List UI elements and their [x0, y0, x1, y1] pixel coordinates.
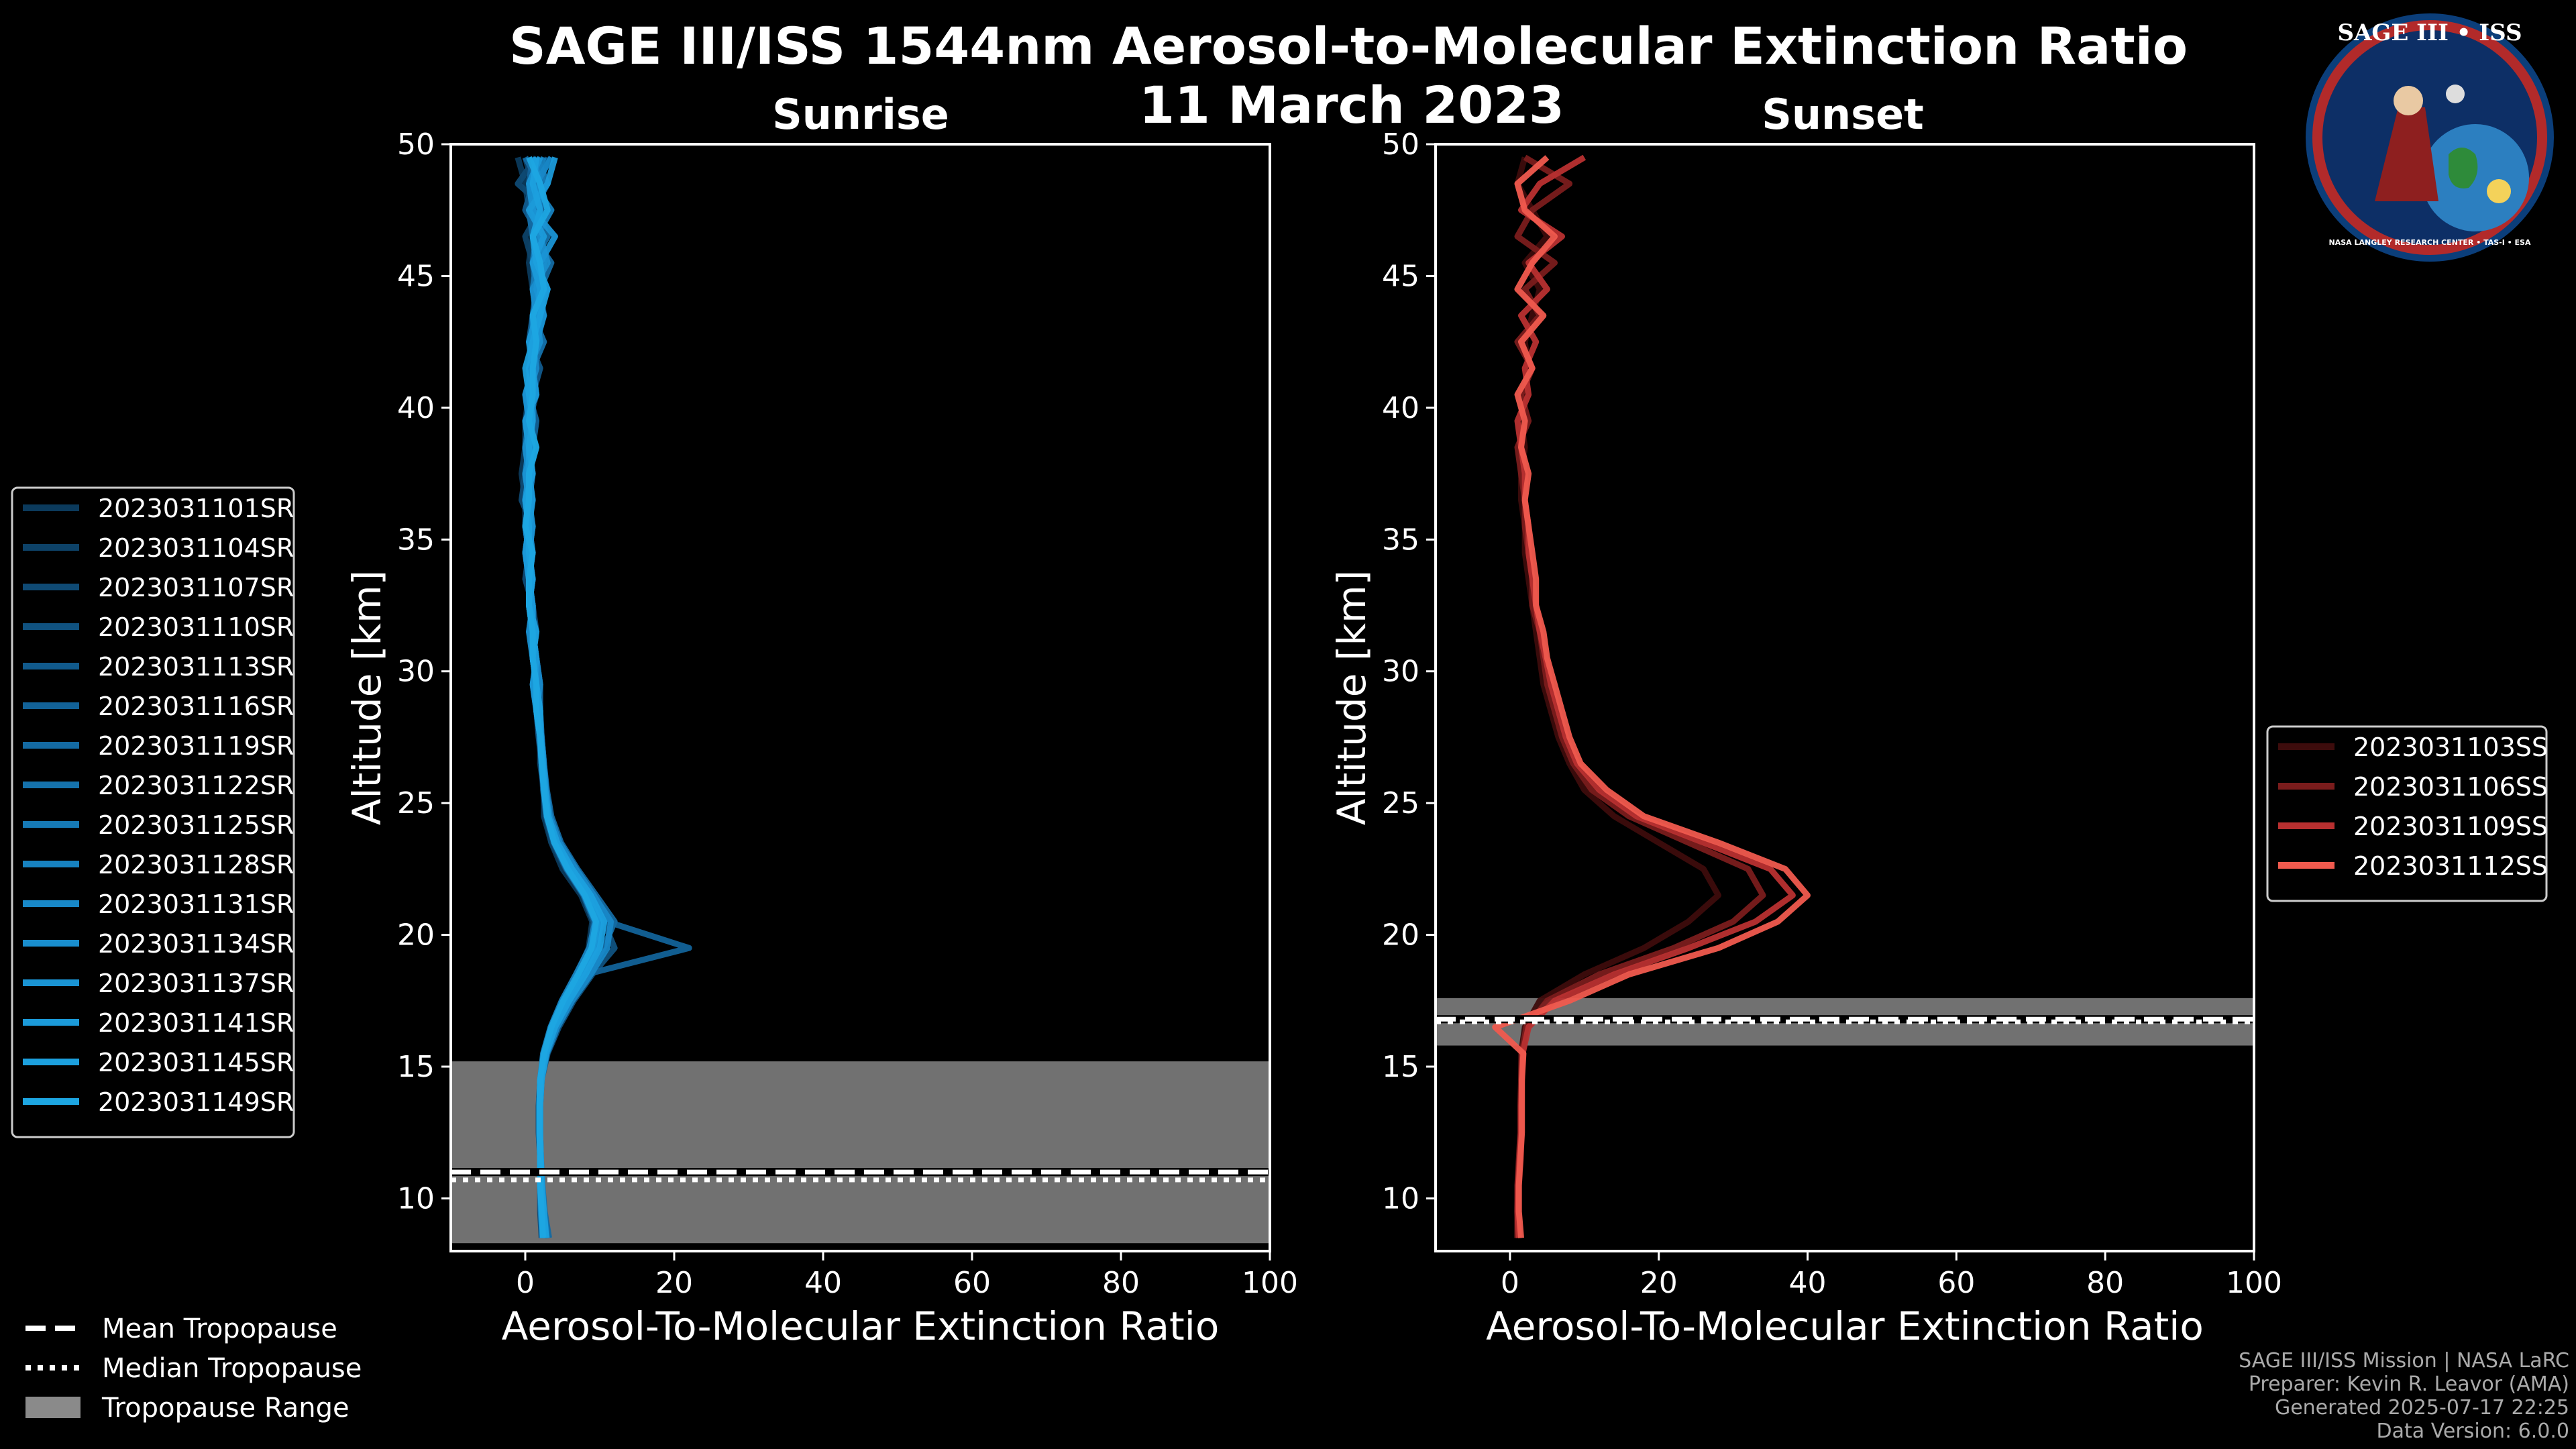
sunset-x-tick-label: 0 [1501, 1266, 1519, 1300]
tropopause-legend-label: Mean Tropopause [102, 1313, 337, 1344]
sunset-x-tick-label: 100 [2226, 1266, 2282, 1300]
sunset-x-axis-label: Aerosol-To-Molecular Extinction Ratio [1486, 1303, 2204, 1349]
sunrise-y-tick-label: 20 [397, 918, 435, 953]
sunset-y-tick-label: 40 [1382, 391, 1419, 425]
sunset-y-tick-label: 20 [1382, 918, 1419, 953]
sunset-x-tick-label: 20 [1640, 1266, 1678, 1300]
sunset-panel: 0 20 40 60 80 100 10 15 20 25 30 35 40 45 50 Aerosol-To… [1329, 90, 2282, 1349]
sunrise-x-tick-label: 80 [1102, 1266, 1140, 1300]
sunset-axes-frame [1434, 143, 2255, 1252]
logo-subtext: NASA LANGLEY RESEARCH CENTER • TAS-I • E… [2329, 238, 2531, 247]
sunset-legend-label: 2023031103SS [2353, 733, 2548, 762]
sunrise-y-tick-label: 40 [397, 391, 435, 425]
sunrise-y-tick-label: 30 [397, 655, 435, 689]
sunrise-y-tick-label: 25 [397, 786, 435, 820]
sunrise-panel: 0 20 40 60 80 100 10 15 20 25 30 35 40 45 50 Aerosol-To… [344, 90, 1298, 1349]
sunrise-legend-label: 2023031125SR [98, 810, 294, 840]
figure-icon [2375, 107, 2438, 201]
sunrise-x-tick-label: 60 [953, 1266, 991, 1300]
sunrise-legend-label: 2023031119SR [98, 731, 294, 761]
sunrise-legend-label: 2023031122SR [98, 771, 294, 800]
sunset-y-tick-label: 15 [1382, 1050, 1419, 1084]
sunrise-tropopause-range [451, 1061, 1270, 1244]
sunrise-axes-frame [449, 143, 1271, 1252]
sunrise-series-2023031149SR [522, 156, 599, 1238]
sunset-y-tick-label: 25 [1382, 786, 1419, 820]
sunrise-x-tick-label: 20 [655, 1266, 693, 1300]
sunrise-legend: 2023031101SR 2023031104SR 2023031107SR 2023… [11, 486, 295, 1138]
sunset-legend: 2023031103SS 2023031106SS 2023031109SS 2023… [2266, 725, 2548, 902]
sunrise-legend-label: 2023031145SR [98, 1048, 294, 1077]
tropopause-legend-range-swatch [25, 1397, 80, 1418]
footer-line-2: Preparer: Kevin R. Leavor (AMA) [2249, 1373, 2569, 1396]
sunset-y-axis-label: Altitude [km] [1329, 570, 1375, 825]
tropopause-legend-label: Median Tropopause [102, 1353, 362, 1384]
sunrise-legend-label: 2023031101SR [98, 494, 294, 523]
sunrise-legend-label: 2023031131SR [98, 890, 294, 919]
footer-line-1: SAGE III/ISS Mission | NASA LaRC [2239, 1349, 2569, 1373]
sunset-x-tick-label: 40 [1789, 1266, 1827, 1300]
sunset-y-tick-label: 50 [1382, 127, 1419, 162]
sunrise-y-axis-label: Altitude [km] [344, 570, 390, 825]
sunset-x-tick-label: 60 [1937, 1266, 1975, 1300]
sunrise-legend-label: 2023031134SR [98, 929, 294, 959]
sunrise-legend-label: 2023031149SR [98, 1087, 294, 1117]
sunrise-legend-label: 2023031116SR [98, 692, 294, 721]
tropopause-legend: Mean Tropopause Median Tropopause Tropopau… [25, 1313, 362, 1424]
sunrise-y-tick-label: 35 [397, 523, 435, 557]
sunrise-panel-title: Sunrise [772, 90, 949, 139]
sunrise-legend-box [11, 486, 295, 1138]
sunrise-legend-label: 2023031110SR [98, 612, 294, 642]
mission-patch-logo: SAGE III • ISS NASA LANGLEY RESEARCH CEN… [2306, 13, 2554, 262]
sunrise-y-tick-label: 15 [397, 1050, 435, 1084]
sunset-y-tick-label: 35 [1382, 523, 1419, 557]
sunset-x-tick-label: 80 [2086, 1266, 2124, 1300]
sunrise-y-tick-label: 10 [397, 1181, 435, 1216]
tropopause-legend-label: Tropopause Range [101, 1393, 350, 1424]
logo-text: SAGE III • ISS [2337, 19, 2522, 46]
sunset-legend-label: 2023031106SS [2353, 772, 2548, 802]
sunrise-x-tick-label: 40 [804, 1266, 842, 1300]
sunrise-legend-label: 2023031137SR [98, 969, 294, 998]
sunrise-x-tick-label: 0 [516, 1266, 535, 1300]
sunrise-y-tick-label: 50 [397, 127, 435, 162]
sunset-legend-label: 2023031109SS [2353, 812, 2548, 841]
sunrise-x-tick-label: 100 [1242, 1266, 1298, 1300]
sunset-y-tick-label: 30 [1382, 655, 1419, 689]
sunset-panel-title: Sunset [1762, 90, 1924, 139]
sun-icon [2487, 179, 2511, 203]
sunrise-x-axis-label: Aerosol-To-Molecular Extinction Ratio [502, 1303, 1220, 1349]
footer-line-4: Data Version: 6.0.0 [2377, 1419, 2569, 1443]
figure-date: 11 March 2023 [1139, 75, 1564, 135]
sunset-y-tick-label: 10 [1382, 1181, 1419, 1216]
sunset-legend-label: 2023031112SS [2353, 851, 2548, 881]
sunrise-legend-label: 2023031141SR [98, 1008, 294, 1038]
sunset-series-2023031112SS [1492, 155, 1811, 1238]
sunrise-legend-label: 2023031128SR [98, 850, 294, 879]
sunrise-legend-label: 2023031104SR [98, 533, 294, 563]
moon-icon [2446, 85, 2465, 103]
sunrise-y-tick-label: 45 [397, 259, 435, 293]
sunset-y-tick-label: 45 [1382, 259, 1419, 293]
sunset-axes [1436, 144, 2254, 1251]
sunrise-legend-label: 2023031107SR [98, 573, 294, 602]
sunrise-legend-label: 2023031113SR [98, 652, 294, 682]
footer-line-3: Generated 2025-07-17 22:25 [2275, 1396, 2569, 1419]
figure-title: SAGE III/ISS 1544nm Aerosol-to-Molecular… [509, 16, 2188, 76]
sunset-legend-box [2266, 725, 2548, 902]
